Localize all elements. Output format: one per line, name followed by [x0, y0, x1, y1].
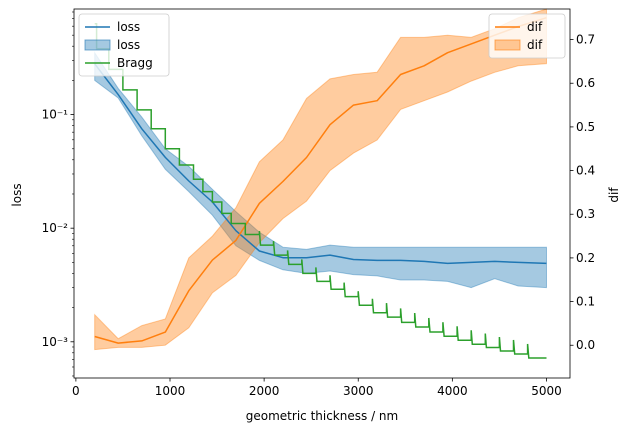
loss-line: [94, 63, 547, 265]
legend-right: dif dif: [488, 13, 566, 59]
loss-band: [94, 51, 547, 289]
x-tick-label: 3000: [343, 384, 374, 398]
legend-swatch: [84, 39, 111, 51]
x-tick-label: 5000: [531, 384, 562, 398]
bragg-line: [94, 23, 547, 359]
x-tick-label: 4000: [437, 384, 468, 398]
legend-label: loss: [117, 20, 140, 34]
legend-label: loss: [117, 38, 140, 52]
legend-label: dif: [527, 38, 543, 52]
y-right-tick-label: 0.5: [576, 120, 595, 134]
y-left-tick-label: 10⁻³: [42, 335, 69, 349]
dif-line: [94, 16, 547, 344]
y-axis-left: 10⁻³ 10⁻² 10⁻¹: [42, 11, 74, 377]
y-right-tick-label: 0.2: [576, 251, 595, 265]
legend-box: [488, 13, 566, 59]
legend-swatch: [494, 39, 521, 51]
legend-left: loss loss Bragg: [78, 13, 170, 77]
y-right-tick-label: 0.6: [576, 76, 595, 90]
y-axis-label-right: dif: [607, 187, 621, 203]
y-right-tick-label: 0.7: [576, 33, 595, 47]
y-axis-right: 0.0 0.1 0.2 0.3 0.4 0.5 0.6 0.7: [570, 33, 595, 352]
y-left-tick-label: 10⁻²: [42, 221, 69, 235]
x-axis: 0 1000 2000 3000 4000 5000: [72, 378, 562, 398]
plot-area: [94, 8, 547, 359]
plot-frame: [73, 8, 571, 379]
x-tick-label: 1000: [155, 384, 186, 398]
y-axis-label-left: loss: [10, 183, 24, 206]
x-axis-label: geometric thickness / nm: [246, 409, 398, 423]
legend-label: dif: [527, 20, 543, 34]
y-right-tick-label: 0.0: [576, 338, 595, 352]
legend-label: Bragg: [117, 56, 153, 70]
y-left-tick-label: 10⁻¹: [42, 108, 69, 122]
y-right-tick-label: 0.3: [576, 207, 595, 221]
y-right-tick-label: 0.4: [576, 164, 595, 178]
x-tick-label: 0: [72, 384, 80, 398]
x-tick-label: 2000: [249, 384, 280, 398]
y-right-tick-label: 0.1: [576, 295, 595, 309]
legend-box: [78, 13, 170, 77]
dif-band: [94, 8, 547, 351]
